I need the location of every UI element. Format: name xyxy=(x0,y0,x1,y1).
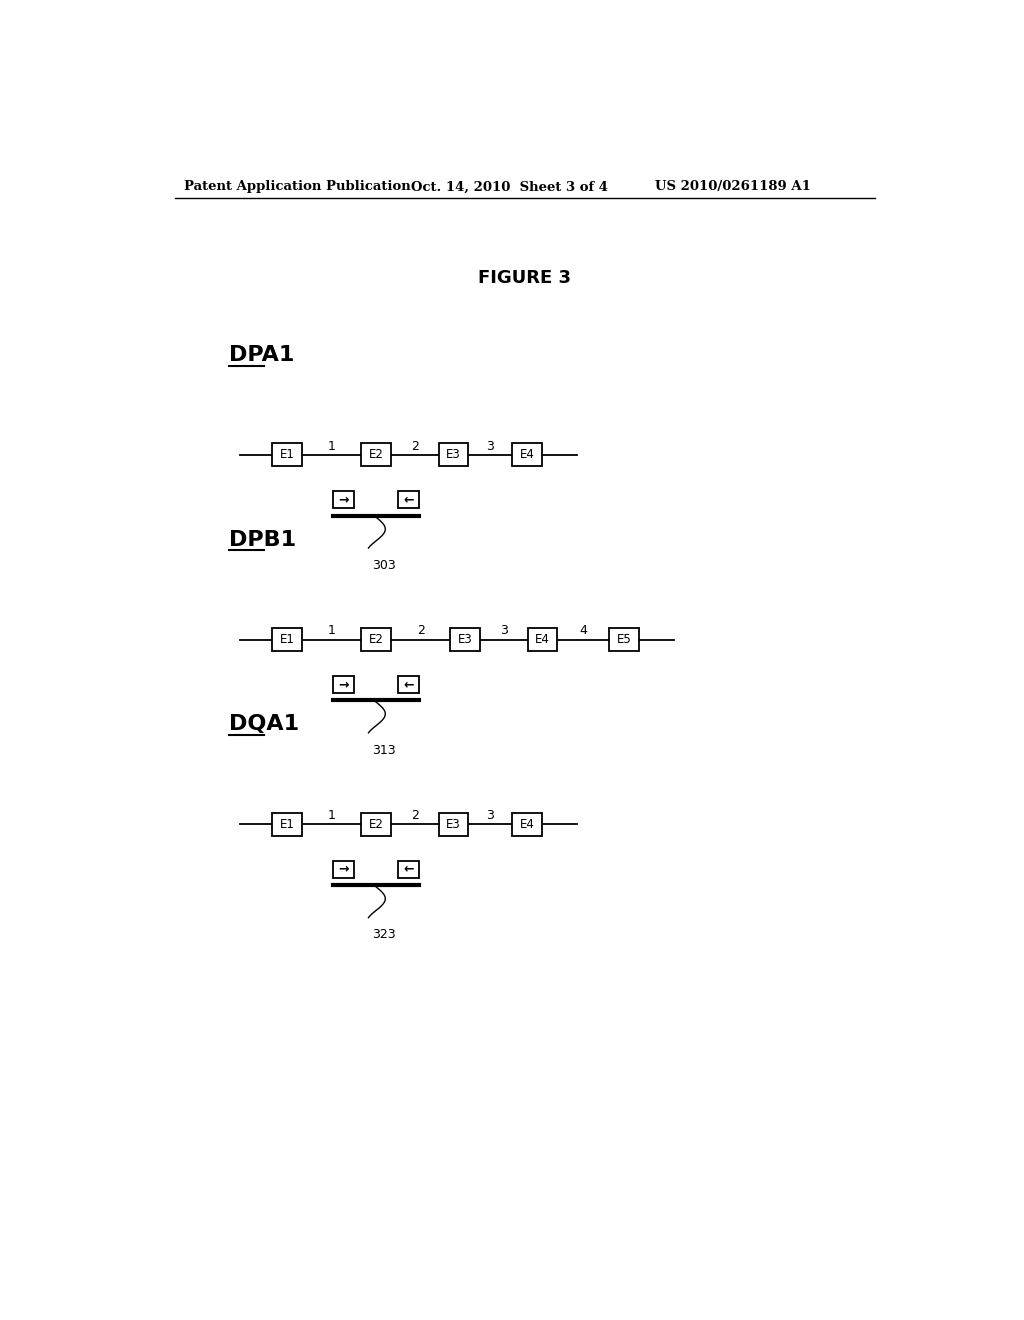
Bar xyxy=(438,444,468,466)
Bar xyxy=(438,813,468,836)
Text: E4: E4 xyxy=(536,634,550,647)
Bar xyxy=(361,628,391,651)
Text: E1: E1 xyxy=(280,449,294,462)
Bar xyxy=(451,628,480,651)
Text: E2: E2 xyxy=(369,634,383,647)
Bar xyxy=(512,813,542,836)
Text: →: → xyxy=(338,677,349,690)
Text: E5: E5 xyxy=(616,634,632,647)
Bar xyxy=(334,676,353,693)
Text: 2: 2 xyxy=(411,440,419,453)
Text: 1: 1 xyxy=(328,624,336,638)
Text: 3: 3 xyxy=(486,440,495,453)
Bar xyxy=(272,813,302,836)
Text: E4: E4 xyxy=(520,818,535,832)
Bar xyxy=(361,444,391,466)
Text: 313: 313 xyxy=(372,743,395,756)
Text: →: → xyxy=(338,862,349,875)
Bar xyxy=(334,491,353,508)
Text: 303: 303 xyxy=(372,558,395,572)
Bar xyxy=(398,861,419,878)
Bar xyxy=(398,491,419,508)
Bar xyxy=(528,628,557,651)
Bar xyxy=(334,861,353,878)
Text: DPA1: DPA1 xyxy=(228,345,294,364)
Text: E1: E1 xyxy=(280,818,294,832)
Text: 1: 1 xyxy=(328,440,336,453)
Bar xyxy=(398,676,419,693)
Text: ←: ← xyxy=(403,677,414,690)
Bar xyxy=(272,628,302,651)
Text: US 2010/0261189 A1: US 2010/0261189 A1 xyxy=(655,181,811,194)
Text: 3: 3 xyxy=(500,624,508,638)
Text: DQA1: DQA1 xyxy=(228,714,299,734)
Bar xyxy=(272,444,302,466)
Bar xyxy=(609,628,639,651)
Text: 2: 2 xyxy=(417,624,425,638)
Text: E1: E1 xyxy=(280,634,294,647)
Text: ←: ← xyxy=(403,862,414,875)
Text: ←: ← xyxy=(403,492,414,506)
Text: Oct. 14, 2010  Sheet 3 of 4: Oct. 14, 2010 Sheet 3 of 4 xyxy=(411,181,608,194)
Text: 2: 2 xyxy=(411,809,419,822)
Text: E3: E3 xyxy=(446,449,461,462)
Text: Patent Application Publication: Patent Application Publication xyxy=(183,181,411,194)
Text: 1: 1 xyxy=(328,809,336,822)
Text: DPB1: DPB1 xyxy=(228,529,296,549)
Text: E2: E2 xyxy=(369,818,383,832)
Text: FIGURE 3: FIGURE 3 xyxy=(478,269,571,286)
Text: →: → xyxy=(338,492,349,506)
Text: 4: 4 xyxy=(580,624,587,638)
Text: E4: E4 xyxy=(520,449,535,462)
Text: E2: E2 xyxy=(369,449,383,462)
Bar xyxy=(512,444,542,466)
Text: 3: 3 xyxy=(486,809,495,822)
Text: 323: 323 xyxy=(372,928,395,941)
Text: E3: E3 xyxy=(458,634,472,647)
Text: E3: E3 xyxy=(446,818,461,832)
Bar xyxy=(361,813,391,836)
